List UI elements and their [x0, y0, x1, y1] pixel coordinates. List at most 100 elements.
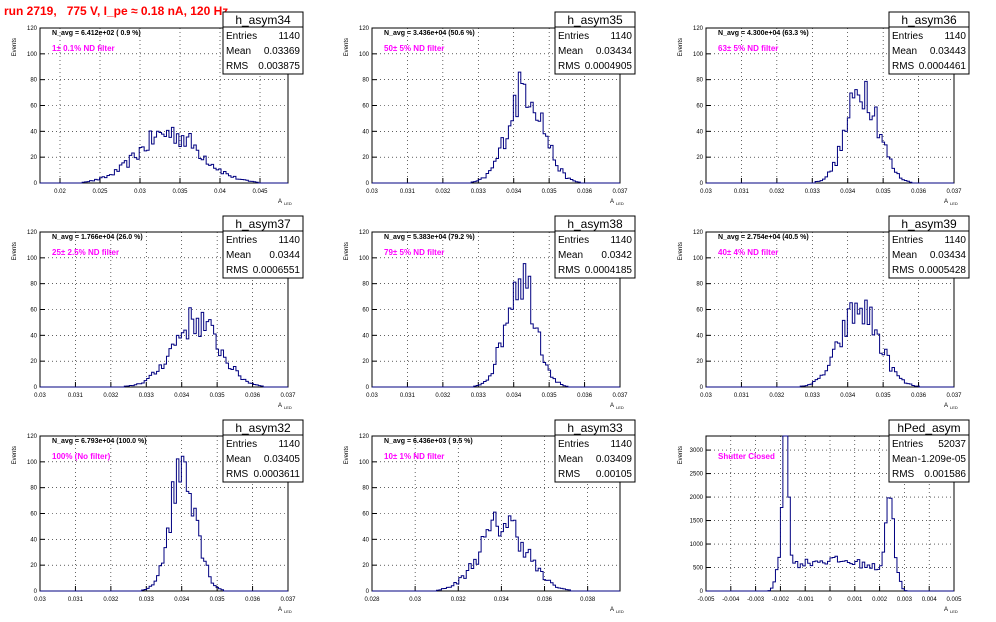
x-tick-label: 0.032 — [435, 189, 451, 195]
x-tick-label: 0.03 — [700, 393, 712, 399]
x-axis-label: A — [610, 403, 614, 409]
y-tick-label: 40 — [362, 333, 369, 339]
x-tick-label: 0.034 — [506, 393, 522, 399]
y-tick-label: 60 — [30, 512, 37, 518]
y-tick-label: 20 — [362, 563, 369, 569]
y-tick-label: 40 — [362, 129, 369, 135]
x-tick-label: 0.033 — [471, 393, 487, 399]
stat-value: 1140 — [610, 235, 632, 246]
stats-box — [888, 215, 970, 279]
x-tick-label: 0.033 — [805, 189, 821, 195]
stat-label: RMS — [558, 469, 581, 480]
histogram-panel-h_asym38: 0.03 0.031 0.032 0.033 0.034 0.035 0.036 0.037 0… — [344, 215, 636, 410]
y-tick-label: 20 — [362, 359, 369, 365]
stat-value: 0.0004461 — [919, 61, 967, 72]
x-tick-label: 0.036 — [245, 393, 261, 399]
y-axis-label: Events — [12, 242, 18, 260]
stat-value: 0.0003611 — [253, 469, 300, 480]
stat-value: 1140 — [610, 439, 632, 450]
stat-value: 0.0342 — [601, 250, 632, 261]
histogram-name: h_asym39 — [901, 217, 957, 231]
y-tick-label: 20 — [30, 155, 37, 161]
x-tick-label: 0.028 — [364, 597, 380, 603]
histogram-panel-h_asym36: 0.03 0.031 0.032 0.033 0.034 0.035 0.036 0.037 0… — [678, 11, 970, 206]
y-tick-label: 0 — [34, 385, 38, 391]
stat-label: Mean — [892, 250, 917, 261]
x-axis-label: A — [944, 403, 948, 409]
histogram-panel-h_asym34: 0.02 0.025 0.03 0.035 0.04 0.045 0 20 40 60 80 100 1… — [12, 11, 304, 206]
stat-value: 0.00105 — [596, 469, 633, 480]
x-tick-label: 0.034 — [174, 597, 190, 603]
x-tick-label: 0.031 — [68, 393, 84, 399]
stat-value: 1140 — [278, 439, 300, 450]
histogram-panel-h_asym32: 0.03 0.031 0.032 0.033 0.034 0.035 0.036 0.037 0… — [12, 419, 304, 614]
stat-label: Entries — [558, 439, 589, 450]
stat-value: 0.0004905 — [585, 61, 633, 72]
y-axis-label: Events — [344, 446, 350, 464]
y-axis-label: Events — [678, 38, 684, 56]
x-tick-label: 0.032 — [769, 189, 785, 195]
y-tick-label: 0 — [366, 181, 370, 187]
stat-label: Mean — [558, 454, 583, 465]
stat-value: 0.03369 — [264, 46, 301, 57]
x-axis-label: A — [610, 607, 614, 613]
stat-value: 52037 — [938, 439, 966, 450]
y-tick-label: 1500 — [690, 519, 704, 525]
x-tick-label: 0.035 — [876, 393, 892, 399]
y-tick-label: 100 — [27, 52, 38, 58]
y-tick-label: 500 — [693, 566, 704, 572]
y-tick-label: 120 — [27, 434, 38, 440]
x-tick-label: 0.033 — [805, 393, 821, 399]
x-axis-label-sub: LED — [616, 609, 624, 614]
histogram-panel-h_asym33: 0.028 0.03 0.032 0.034 0.036 0.038 0 20 40 60 80 10… — [344, 419, 636, 614]
y-tick-label: 80 — [362, 486, 369, 492]
y-tick-label: 60 — [696, 308, 703, 314]
x-tick-label: 0.034 — [840, 189, 856, 195]
x-tick-label: 0.031 — [734, 189, 750, 195]
y-tick-label: 0 — [34, 181, 38, 187]
x-tick-label: -0.001 — [797, 597, 815, 603]
stat-value: 0.0005428 — [919, 265, 967, 276]
stat-value: 0.03443 — [930, 46, 967, 57]
histogram-name: h_asym37 — [235, 217, 291, 231]
stat-label: Mean — [226, 454, 251, 465]
x-axis-label: A — [944, 199, 948, 205]
stat-label: Entries — [892, 439, 923, 450]
y-tick-label: 120 — [27, 26, 38, 32]
y-axis-label: Events — [344, 242, 350, 260]
x-tick-label: 0.037 — [946, 189, 962, 195]
stat-label: RMS — [226, 265, 249, 276]
navg-label: N_avg = 4.300e+04 (63.3 %) — [718, 30, 809, 37]
x-tick-label: 0.033 — [139, 597, 155, 603]
stat-value: 0.03434 — [596, 46, 633, 57]
histogram-panel-h_asym35: 0.03 0.031 0.032 0.033 0.034 0.035 0.036 0.037 0… — [344, 11, 636, 206]
x-tick-label: 0.02 — [54, 189, 66, 195]
x-tick-label: 0.036 — [911, 189, 927, 195]
y-tick-label: 20 — [696, 359, 703, 365]
histogram-series — [40, 126, 288, 184]
y-tick-label: 120 — [359, 26, 370, 32]
stats-box — [554, 215, 636, 279]
histogram-name: h_asym33 — [567, 421, 623, 435]
stat-label: RMS — [226, 469, 249, 480]
histogram-panel-hPed_asym: -0.005 -0.004 -0.003 -0.002 -0.001 0 0.001 0.00… — [678, 419, 970, 614]
x-tick-label: 0.003 — [897, 597, 913, 603]
stat-label: Entries — [892, 235, 923, 246]
filter-annotation: 1± 0.1% ND filter — [52, 44, 115, 53]
x-tick-label: 0.034 — [494, 597, 510, 603]
x-tick-label: 0.037 — [280, 597, 296, 603]
y-tick-label: 0 — [700, 589, 704, 595]
stats-box — [554, 419, 636, 483]
filter-annotation: 79± 5% ND filter — [384, 248, 444, 257]
x-tick-label: 0.032 — [451, 597, 467, 603]
stat-label: Entries — [226, 439, 257, 450]
stat-label: Mean — [892, 46, 917, 57]
y-tick-label: 40 — [30, 537, 37, 543]
y-tick-label: 0 — [700, 385, 704, 391]
x-tick-label: 0.002 — [872, 597, 888, 603]
stat-value: 0.0006551 — [253, 265, 301, 276]
x-axis-label-sub: LED — [950, 609, 958, 614]
y-tick-label: 120 — [359, 230, 370, 236]
stat-value: 1140 — [944, 31, 966, 42]
navg-label: N_avg = 3.436e+04 (50.6 %) — [384, 30, 475, 37]
